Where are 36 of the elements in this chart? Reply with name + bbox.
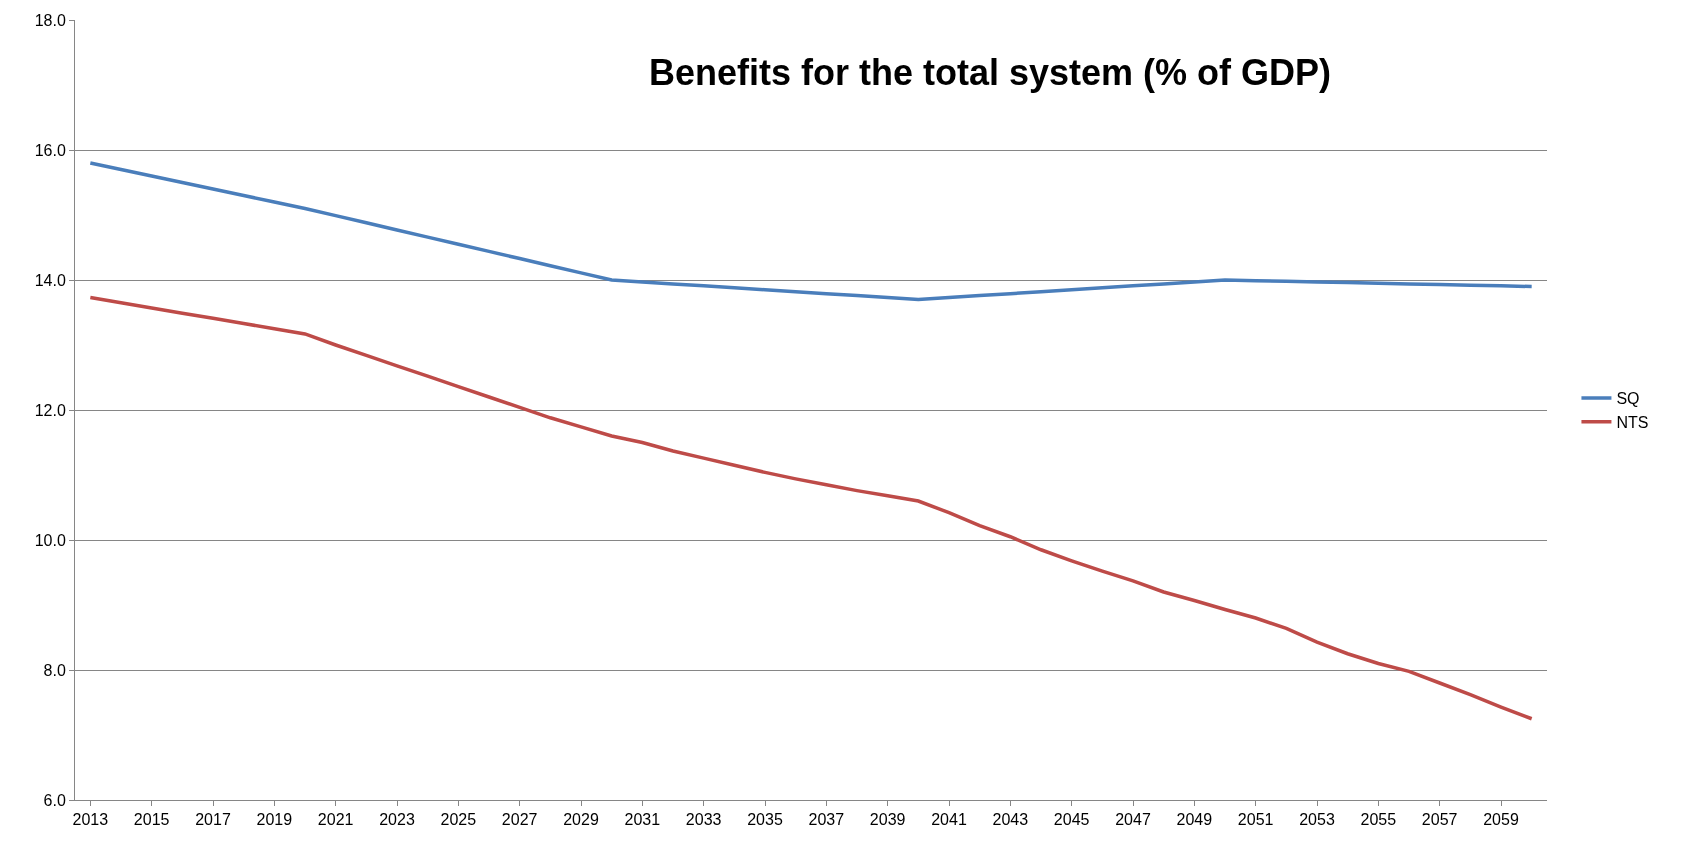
x-tick-label: 2013 bbox=[72, 811, 109, 829]
y-tick-label: 18.0 bbox=[34, 11, 66, 29]
legend-label: NTS bbox=[1616, 413, 1649, 431]
x-tick-label: 2023 bbox=[379, 811, 415, 829]
x-tick-label: 2017 bbox=[195, 811, 231, 829]
x-tick-label: 2051 bbox=[1237, 811, 1274, 829]
x-tick-label: 2053 bbox=[1299, 811, 1335, 829]
y-tick-label: 8.0 bbox=[43, 661, 66, 679]
line-series bbox=[88, 295, 1534, 721]
x-tick-label: 2015 bbox=[133, 811, 170, 829]
x-tick-label: 2029 bbox=[563, 811, 599, 829]
y-tick-label: 12.0 bbox=[34, 401, 66, 419]
y-tick-label: 14.0 bbox=[34, 271, 66, 289]
line-series bbox=[88, 161, 1534, 302]
x-tick-label: 2031 bbox=[624, 811, 661, 829]
x-tick-label: 2059 bbox=[1483, 811, 1519, 829]
x-tick-label: 2019 bbox=[256, 811, 293, 829]
legend-label: SQ bbox=[1616, 390, 1640, 408]
y-tick-label: 16.0 bbox=[34, 141, 66, 159]
text: Benefits for the total system (% of GDP) bbox=[649, 51, 1332, 93]
x-tick-label: 2021 bbox=[317, 811, 354, 829]
x-tick-label: 2055 bbox=[1360, 811, 1397, 829]
x-tick-label: 2041 bbox=[931, 811, 967, 829]
x-tick-label: 2035 bbox=[747, 811, 783, 829]
x-tick-label: 2037 bbox=[808, 811, 845, 829]
y-tick-label: 6.0 bbox=[43, 791, 66, 809]
x-tick-label: 2047 bbox=[1115, 811, 1151, 829]
x-tick-label: 2045 bbox=[1053, 811, 1090, 829]
x-tick-label: 2027 bbox=[501, 811, 538, 829]
x-tick-label: 2025 bbox=[440, 811, 477, 829]
x-tick-label: 2049 bbox=[1176, 811, 1213, 829]
x-tick-label: 2033 bbox=[685, 811, 722, 829]
y-tick-label: 10.0 bbox=[34, 531, 66, 549]
x-tick-label: 2039 bbox=[869, 811, 906, 829]
x-tick-label: 2043 bbox=[992, 811, 1029, 829]
x-tick-label: 2057 bbox=[1421, 811, 1458, 829]
